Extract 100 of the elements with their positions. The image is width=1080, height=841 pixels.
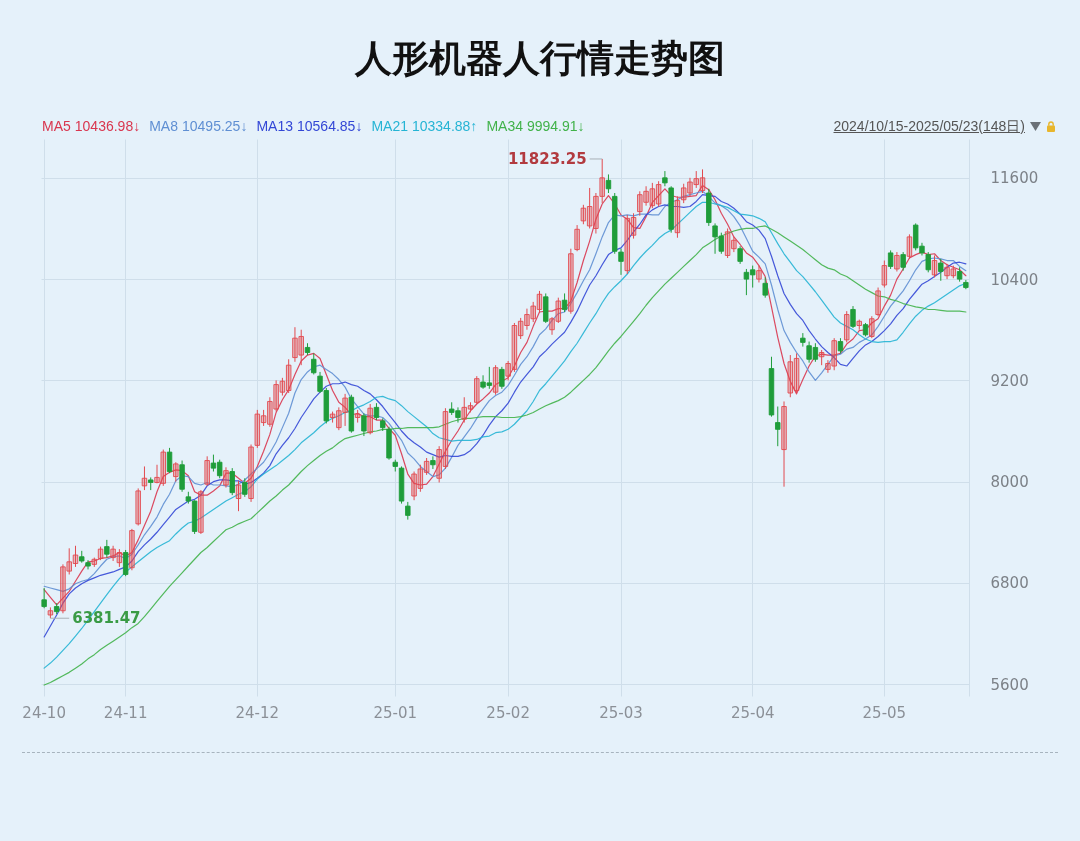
candlestick (731, 236, 737, 253)
candlestick (517, 317, 524, 340)
candlestick (530, 301, 536, 323)
candlestick (235, 480, 242, 512)
candlestick (60, 563, 66, 614)
candlestick (66, 547, 72, 575)
candlestick (630, 212, 637, 240)
x-tick-label: 25-01 (373, 703, 418, 722)
text: 10564.85↓ (296, 118, 363, 134)
candlestick (844, 310, 850, 343)
candlestick (292, 326, 298, 363)
y-tick-label: 6800 (990, 574, 1029, 593)
candlestick (938, 258, 944, 282)
candlestick (605, 173, 612, 194)
candlestick (649, 182, 656, 209)
candlestick (129, 528, 135, 571)
candlestick (198, 489, 204, 535)
candlestick (417, 464, 424, 493)
candlestick (693, 170, 699, 189)
candlestick (944, 263, 950, 280)
candlestick (442, 407, 449, 470)
candlestick (775, 406, 781, 447)
text: 10334.88↑ (411, 118, 478, 134)
y-tick-label: 10400 (990, 270, 1039, 289)
candlestick (41, 587, 47, 609)
x-tick-label: 24-10 (22, 703, 66, 722)
candlestick (637, 190, 643, 217)
candlestick (91, 557, 97, 568)
candlestick (574, 224, 580, 252)
candlestick (643, 185, 649, 207)
candlestick (423, 457, 430, 476)
candlestick (555, 297, 561, 324)
text: MA8 (149, 118, 178, 134)
x-tick-label: 25-04 (730, 703, 775, 722)
candlestick (856, 319, 862, 331)
candlestick (950, 265, 957, 279)
candlestick (599, 158, 605, 204)
candlestick (122, 549, 129, 577)
candlestick (787, 354, 793, 398)
candlestick (906, 233, 913, 260)
candlestick (524, 308, 530, 331)
candlestick (900, 251, 906, 272)
candlestick (756, 265, 762, 283)
candlestick (474, 375, 480, 405)
candlestick (655, 180, 662, 208)
text: 2024/10/15-2025/05/23(148日) (833, 117, 1025, 135)
candlestick (298, 329, 304, 366)
candlestick (166, 447, 173, 474)
candlestick (229, 467, 235, 496)
candlestick (97, 546, 104, 561)
candlestick (361, 412, 367, 437)
candlestick (430, 455, 436, 470)
candlestick (411, 471, 417, 501)
candlestick (273, 379, 279, 413)
candlestick (505, 360, 511, 381)
text: 10495.25↓ (182, 118, 248, 134)
chart-title: 人形机器人行情走势图 (354, 36, 726, 82)
x-tick-label: 24-11 (103, 703, 148, 722)
y-tick-label: 9200 (990, 371, 1029, 390)
text: MA13 (256, 118, 293, 134)
candlestick (699, 168, 706, 194)
candlestick (461, 396, 467, 424)
text: 10436.98↓ (74, 118, 141, 134)
candlestick (499, 366, 505, 390)
y-tick-label: 5600 (990, 675, 1029, 694)
candlestick (887, 249, 894, 270)
candlestick (254, 409, 261, 449)
candlestick (561, 292, 568, 313)
candlestick (894, 251, 900, 272)
candlestick (536, 290, 543, 314)
candlestick (762, 276, 768, 299)
candlestick (593, 192, 599, 235)
candlestick (586, 187, 593, 229)
candlestick (662, 170, 668, 187)
candlestick (223, 466, 229, 489)
candlestick (850, 305, 856, 329)
candlestick (568, 248, 574, 315)
candlestick (549, 316, 555, 336)
candlestick (311, 352, 317, 375)
candlestick (160, 449, 166, 487)
candlestick (204, 455, 210, 487)
candlestick (674, 195, 681, 239)
candlestick (285, 358, 292, 394)
candlestick (580, 204, 587, 225)
x-tick-label: 25-03 (599, 703, 643, 722)
candlestick (492, 364, 499, 396)
candlestick (342, 393, 348, 427)
candlestick (681, 183, 687, 204)
candlestick (329, 411, 336, 424)
text: MA5 (42, 118, 71, 134)
candlestick (267, 396, 273, 428)
text: 9994.91↓ (526, 118, 585, 134)
candlestick (110, 545, 116, 562)
candlestick (467, 401, 474, 413)
candlestick (624, 214, 630, 275)
candlestick (47, 606, 54, 619)
candlestick (724, 227, 731, 259)
x-tick-label: 25-02 (486, 703, 530, 722)
y-tick-label: 11600 (990, 169, 1039, 188)
candlestick (141, 465, 148, 491)
